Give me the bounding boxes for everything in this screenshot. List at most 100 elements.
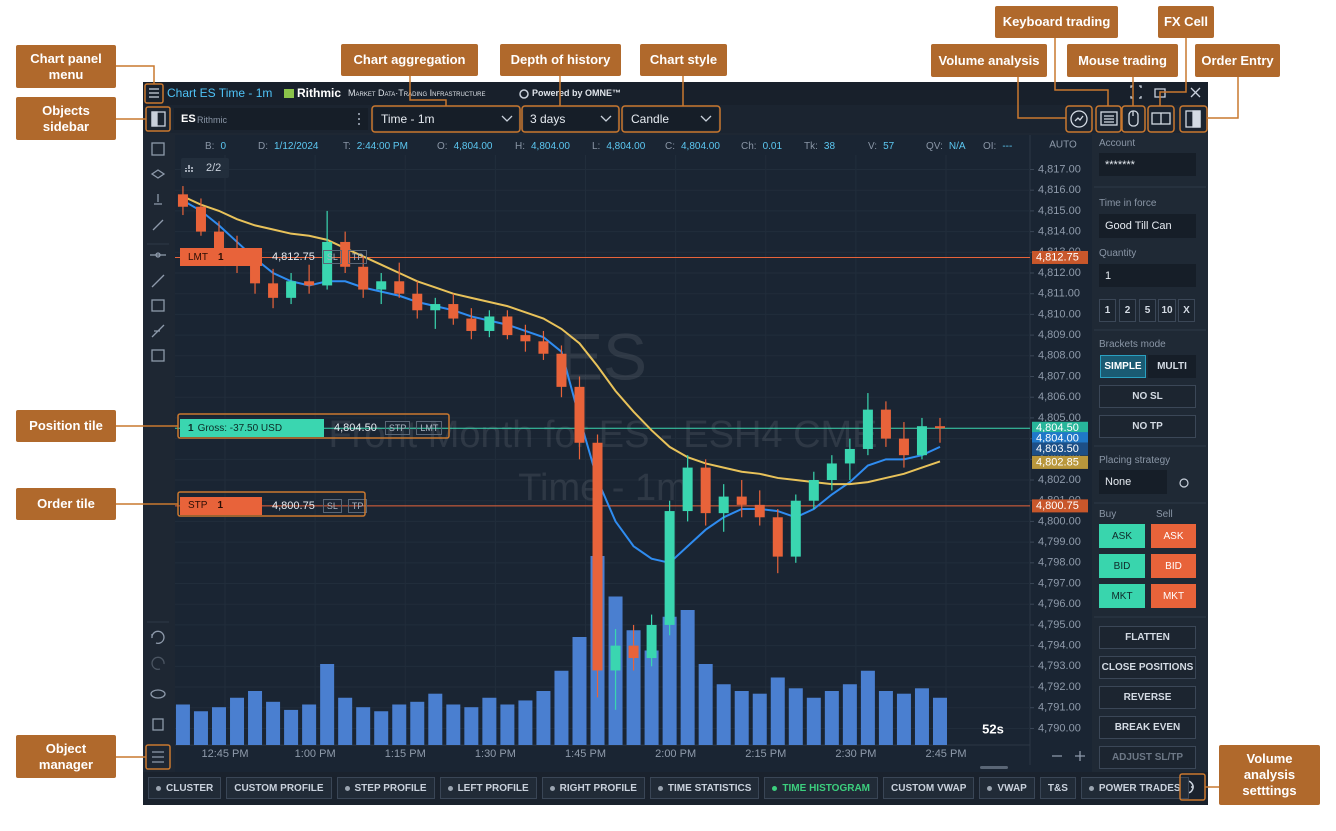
no-sl[interactable]: NO SL [1099, 385, 1196, 408]
x-tick-label: 1:30 PM [475, 748, 516, 760]
omne-logo [519, 89, 529, 99]
order-tile[interactable]: STP 1 4,800.75 SL TP [180, 496, 368, 515]
symbol-source: Rithmic [197, 115, 228, 125]
volume-bar [824, 691, 839, 745]
candle-body [376, 281, 387, 290]
volume-bar [428, 693, 443, 745]
action-button[interactable]: CLOSE POSITIONS [1099, 656, 1196, 679]
tab[interactable]: CUSTOM VWAP [883, 777, 975, 799]
y-tick-label: 4,809.00 [1038, 329, 1081, 341]
candle-body [177, 194, 188, 207]
volume-bar [500, 704, 515, 745]
action-button[interactable]: FLATTEN [1099, 626, 1196, 649]
y-tick-label: 4,808.00 [1038, 350, 1081, 362]
candle-body [358, 266, 369, 290]
x-tick-label: 1:15 PM [385, 748, 426, 760]
y-tick-label: 4,792.00 [1038, 681, 1081, 693]
info-item: H: 4,804.00 [515, 141, 570, 152]
account[interactable]: ******* [1099, 153, 1196, 176]
quick-qty[interactable]: 1 [1099, 299, 1116, 322]
tab-label: RIGHT PROFILE [559, 782, 637, 794]
candle-body [628, 645, 639, 659]
bracket-mode[interactable]: SIMPLE [1100, 355, 1146, 378]
y-tick-label: 4,817.00 [1038, 163, 1081, 175]
tab-dot [156, 785, 161, 791]
sell-button[interactable]: BID [1151, 554, 1196, 578]
x-tick-label: 12:45 PM [201, 748, 248, 760]
callout-label: Volume analysis [931, 44, 1047, 77]
candle-body [646, 624, 657, 659]
tab[interactable]: TIME HISTOGRAM [764, 777, 879, 799]
quantity[interactable]: 1 [1099, 264, 1196, 287]
position-tile[interactable]: 1 Gross: -37.50 USD 4,804.50 STP LMT [180, 419, 443, 438]
history[interactable]: 3 days [530, 112, 566, 126]
scroll-handle[interactable] [980, 766, 1008, 769]
order-tile[interactable]: LMT 1 4,812.75 SL TP [180, 248, 368, 267]
action-button[interactable]: REVERSE [1099, 686, 1196, 709]
label: Buy [1099, 509, 1117, 520]
volume-bar [572, 637, 587, 745]
volume-bar [554, 670, 569, 745]
volume-bar [392, 704, 407, 745]
sell-button[interactable]: MKT [1151, 584, 1196, 608]
candle-body [286, 281, 297, 298]
action-button[interactable]: ADJUST SL/TP [1099, 746, 1196, 769]
indicator-badge[interactable] [181, 158, 229, 178]
tab[interactable]: STEP PROFILE [336, 777, 435, 799]
info-value: 1/12/2024 [274, 141, 319, 152]
buy-button[interactable]: MKT [1099, 584, 1145, 608]
volume-bar [752, 693, 767, 745]
indicator-count: 2/2 [206, 162, 221, 174]
tab[interactable]: POWER TRADES [1080, 777, 1189, 799]
bracket-mode[interactable]: MULTI [1148, 355, 1196, 378]
tab[interactable]: TIME STATISTICS [649, 777, 760, 799]
rithmic-logo [284, 89, 294, 98]
tile-button[interactable]: TP [347, 498, 368, 513]
tile-button[interactable]: STP [384, 421, 411, 436]
tab-label: VWAP [997, 782, 1027, 794]
candle-body [304, 281, 315, 286]
tab[interactable]: RIGHT PROFILE [541, 777, 645, 799]
volume-bar [626, 630, 641, 745]
y-tick-label: 4,805.00 [1038, 412, 1081, 424]
tile-pnl: Gross: -37.50 USD [197, 422, 283, 434]
strategy[interactable]: None [1099, 470, 1167, 494]
tab[interactable]: VWAP [979, 777, 1035, 799]
candle-body [916, 426, 927, 456]
info-value: 38 [823, 141, 836, 152]
tab[interactable]: CUSTOM PROFILE [226, 777, 332, 799]
y-tick-label: 4,791.00 [1038, 702, 1081, 714]
price-badge [1032, 455, 1088, 469]
info-item: O: 4,804.00 [437, 141, 493, 152]
buy-button[interactable]: ASK [1099, 524, 1145, 548]
tab[interactable]: CLUSTER [148, 777, 222, 799]
no-tp[interactable]: NO TP [1099, 415, 1196, 438]
aggregation[interactable]: Time - 1m [381, 112, 435, 126]
tif[interactable]: Good Till Can [1099, 214, 1196, 238]
info-label: D: [258, 141, 268, 152]
tab[interactable]: LEFT PROFILE [439, 777, 537, 799]
tab[interactable]: T&S [1039, 777, 1076, 799]
tile-button[interactable]: LMT [416, 421, 443, 436]
info-value: 2:44:00 PM [356, 141, 408, 152]
symbol-field[interactable] [174, 108, 368, 130]
tile-button[interactable]: SL [322, 498, 342, 513]
info-label: V: [868, 141, 878, 152]
candle-body [880, 409, 891, 439]
action-button[interactable]: BREAK EVEN [1099, 716, 1196, 739]
candle-body [412, 293, 423, 311]
buy-button[interactable]: BID [1099, 554, 1145, 578]
tile-button[interactable]: SL [322, 250, 342, 265]
quick-qty[interactable]: 10 [1158, 299, 1176, 322]
callout-label: Keyboard trading [995, 6, 1118, 38]
quick-qty[interactable]: X [1178, 299, 1195, 322]
sell-button[interactable]: ASK [1151, 524, 1196, 548]
label: Placing strategy [1099, 455, 1171, 466]
tile-button[interactable]: TP [347, 250, 368, 265]
style[interactable]: Candle [631, 112, 670, 126]
price-badge-label: 4,800.75 [1036, 500, 1079, 512]
quick-qty[interactable]: 2 [1119, 299, 1136, 322]
quick-qty[interactable]: 5 [1139, 299, 1156, 322]
info-value: 4,804.00 [606, 141, 646, 152]
